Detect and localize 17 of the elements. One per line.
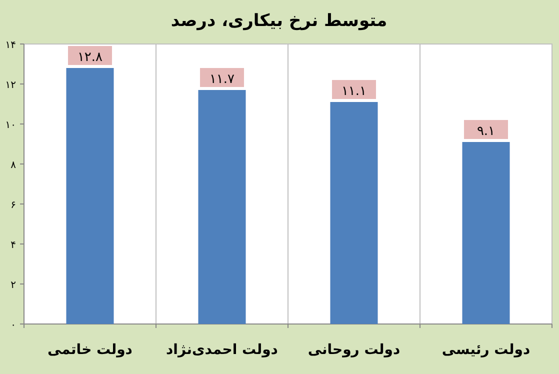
category: دولت خاتمی xyxy=(48,342,132,358)
ytick: ۶ xyxy=(10,200,16,211)
ytick: ۰ xyxy=(10,320,16,331)
title: متوسط نرخ بیکاری، درصد xyxy=(170,11,388,31)
ytick: ۱۲ xyxy=(5,80,16,91)
value-label: ۱۲.۸ xyxy=(77,50,103,65)
category: دولت روحانی xyxy=(308,342,400,358)
value-label: ۱۱.۷ xyxy=(209,72,235,87)
category: دولت احمدی‌نژاد xyxy=(166,342,278,358)
value-label: ۹.۱ xyxy=(476,124,496,139)
ytick: ۱۰ xyxy=(5,120,16,131)
ytick: ۱۴ xyxy=(5,40,16,51)
ytick: ۸ xyxy=(10,160,16,171)
ytick: ۲ xyxy=(10,280,16,291)
value-label: ۱۱.۱ xyxy=(341,84,367,99)
ytick: ۴ xyxy=(10,240,16,251)
category: دولت رئیسی xyxy=(442,342,530,358)
